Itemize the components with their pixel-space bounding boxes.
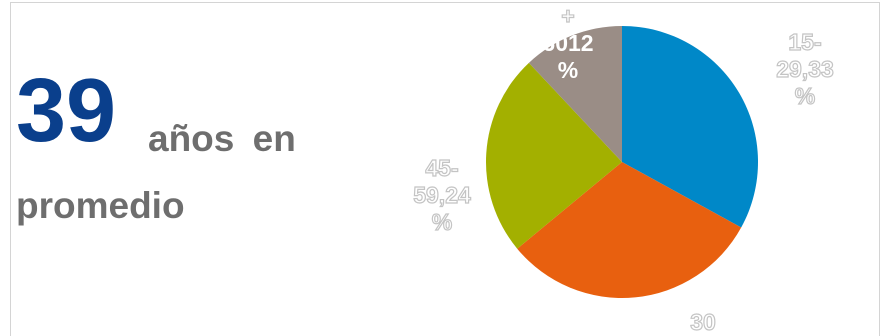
slice-label: % (432, 209, 452, 235)
pie-slice (517, 162, 742, 299)
slice-label: 6012 (542, 30, 593, 56)
pie-slice (485, 62, 622, 249)
slice-label: + (561, 3, 574, 29)
slice-label: 59,24 (413, 182, 471, 208)
slice-label: 15- (788, 29, 821, 55)
pie-labels: 15-29,33% 30 45-59,24% +6012% (413, 2, 835, 335)
slice-label: 30 (690, 309, 716, 335)
average-age-caption-line2: promedio (16, 185, 185, 226)
slice-label: % (558, 57, 578, 83)
average-age-value: 39 (16, 61, 117, 161)
pie-slice (528, 26, 622, 162)
pie-slice (622, 26, 759, 228)
slice-label: % (795, 83, 815, 109)
average-age-caption-line1: años en (148, 118, 296, 159)
slice-label: 45- (425, 155, 458, 181)
pie-slices (485, 26, 759, 299)
slice-label: 29,33 (776, 56, 834, 82)
